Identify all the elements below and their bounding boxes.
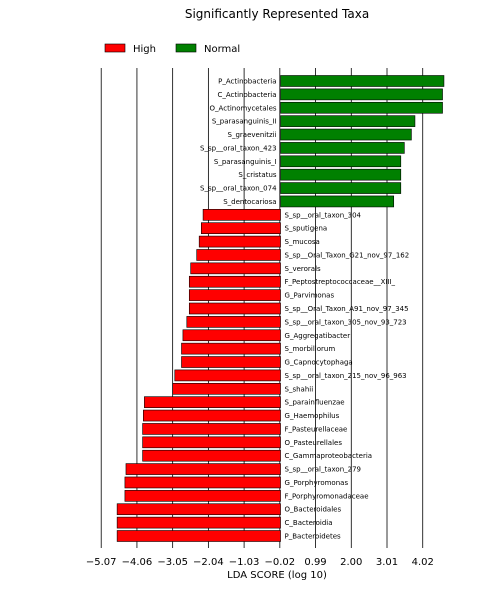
bar bbox=[280, 128, 412, 141]
bar bbox=[125, 463, 281, 475]
bar-label: F_Peptostreptococcaceae__XIII_ bbox=[285, 278, 396, 286]
bar-label: F_Porphyromonadaceae bbox=[285, 492, 369, 500]
bar bbox=[188, 302, 281, 315]
bar bbox=[116, 530, 281, 542]
bar-label: S_mucosa bbox=[285, 238, 320, 246]
bar bbox=[280, 142, 405, 154]
bar bbox=[202, 209, 281, 221]
bar-label: P_Bacteroidetes bbox=[285, 533, 341, 541]
bar bbox=[142, 436, 281, 449]
bar-label: S_parasanguinis_I bbox=[214, 158, 277, 166]
bar-label: S_sp__oral_taxon_215_nov_96_963 bbox=[285, 372, 407, 380]
bar-labels: P_Actinobacteria C_Actinobacteria O_Actino… bbox=[200, 78, 409, 541]
bar bbox=[280, 101, 443, 114]
bar-label: G_Porphyromonas bbox=[285, 479, 349, 487]
bar-label: S_sp__oral_taxon_423 bbox=[200, 144, 276, 152]
bar bbox=[124, 490, 281, 502]
bar-label: O_Pasteurellales bbox=[285, 439, 343, 447]
bar bbox=[198, 235, 281, 248]
bar bbox=[181, 342, 281, 355]
bar bbox=[280, 182, 402, 194]
legend: High Normal bbox=[104, 43, 240, 55]
bar-label: S_sp__oral_taxon_279 bbox=[285, 466, 361, 474]
bar bbox=[280, 195, 395, 208]
x-axis-label: LDA SCORE (log 10) bbox=[227, 570, 327, 581]
bar bbox=[280, 88, 443, 101]
bar bbox=[201, 222, 281, 235]
bar bbox=[190, 262, 281, 275]
bar-label: S_graevenitzii bbox=[228, 131, 277, 139]
bar-label: S_cristatus bbox=[238, 171, 276, 179]
x-tick-label: 3.01 bbox=[376, 557, 398, 568]
bar bbox=[144, 396, 281, 408]
bar bbox=[186, 316, 281, 328]
bar-label: G_Aggregatibacter bbox=[285, 332, 351, 340]
bar-label: S_sp__Oral_Taxon_G21_nov_97_162 bbox=[285, 251, 410, 259]
bar bbox=[182, 329, 281, 342]
bar-label: P_Actinobacteria bbox=[218, 78, 276, 86]
bar bbox=[174, 369, 281, 382]
x-tick-label: −0.02 bbox=[265, 557, 296, 568]
bar-label: S_sputigena bbox=[285, 225, 328, 233]
bar-label: S_sp__oral_taxon_305_nov_93_723 bbox=[285, 318, 407, 326]
x-tick-label: −3.05 bbox=[157, 557, 188, 568]
bar bbox=[280, 168, 402, 181]
x-tick-label: −4.06 bbox=[122, 557, 153, 568]
bar bbox=[280, 155, 402, 168]
x-tick-label: 0.99 bbox=[304, 557, 326, 568]
bar-label: S_sp__oral_taxon_074 bbox=[200, 185, 277, 193]
bar bbox=[188, 275, 281, 288]
bar bbox=[142, 423, 281, 435]
bar-label: S_verorals bbox=[285, 265, 322, 273]
bar bbox=[172, 382, 281, 395]
bar-label: G_Capnocytophaga bbox=[285, 359, 353, 367]
bar-label: O_Actinomycetales bbox=[210, 104, 277, 112]
legend-swatch-normal bbox=[175, 43, 197, 53]
bar-label: S_shahii bbox=[285, 385, 314, 393]
x-tick-label: 2.00 bbox=[340, 557, 362, 568]
x-tick-label: −5.07 bbox=[86, 557, 117, 568]
bar bbox=[280, 75, 445, 87]
bar bbox=[142, 449, 281, 462]
bar bbox=[181, 356, 281, 368]
bar-label: S_sp__oral_taxon_304 bbox=[285, 211, 362, 219]
legend-label-normal: Normal bbox=[204, 44, 240, 55]
bar-label: S_dentocariosa bbox=[223, 198, 276, 206]
bar bbox=[124, 476, 281, 489]
bar-label: O_Bacteroidales bbox=[285, 506, 342, 514]
bar bbox=[188, 289, 281, 301]
x-axis: −5.07 −4.06 −3.05 −2.04 −1.03 −0.02 0.99 2.00 3.… bbox=[86, 544, 434, 568]
bar bbox=[280, 115, 416, 127]
bar bbox=[196, 249, 281, 261]
legend-swatch-high bbox=[104, 43, 126, 53]
bar bbox=[116, 516, 281, 529]
chart-title: Significantly Represented Taxa bbox=[185, 7, 369, 21]
x-tick-label: −2.04 bbox=[193, 557, 224, 568]
legend-label-high: High bbox=[133, 44, 156, 55]
bar-label: G_Parvimonas bbox=[285, 292, 335, 300]
bar bbox=[116, 503, 281, 516]
bar bbox=[143, 409, 281, 422]
bar-label: C_Bacteroidia bbox=[285, 519, 333, 527]
bar-label: S_parainfluenzae bbox=[285, 399, 345, 407]
x-tick-label: 4.02 bbox=[412, 557, 434, 568]
bar-label: F_Pasteurellaceae bbox=[285, 425, 348, 433]
bars bbox=[116, 75, 445, 542]
x-tick-label: −1.03 bbox=[229, 557, 260, 568]
bar-label: S_sp__Oral_Taxon_A91_nov_97_345 bbox=[285, 305, 409, 313]
bar-label: C_Gammaproteobacteria bbox=[285, 452, 373, 460]
bar-label: C_Actinobacteria bbox=[217, 91, 276, 99]
bar-label: S_parasanguinis_II bbox=[212, 118, 277, 126]
bar-label: S_morbillorum bbox=[285, 345, 336, 353]
bar-label: G_Haemophilus bbox=[285, 412, 340, 420]
